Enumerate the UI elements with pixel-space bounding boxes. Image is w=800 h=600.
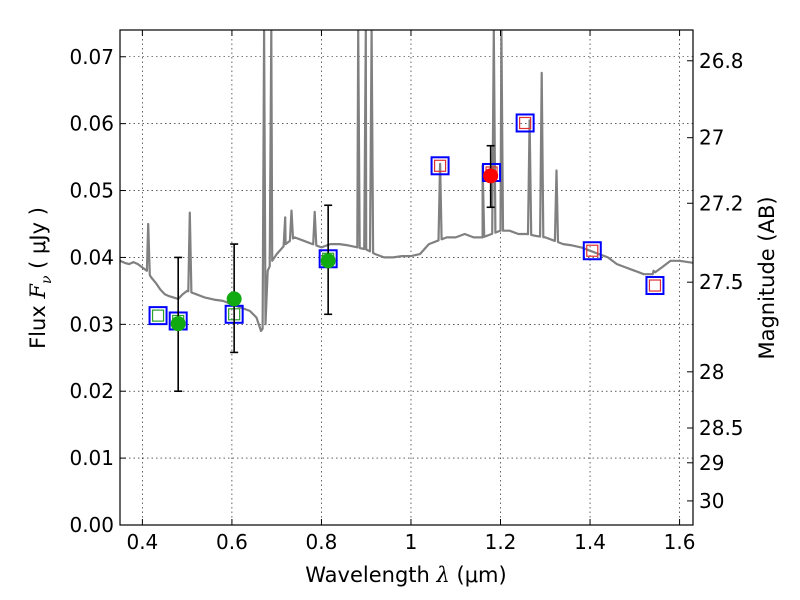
- data-point: [170, 316, 186, 332]
- model-square-inner: [519, 116, 532, 130]
- y2-tick-label: 26.8: [699, 49, 744, 73]
- y2-tick-label: 28.5: [699, 416, 744, 440]
- y2-tick-label: 27.5: [699, 270, 744, 294]
- x-tick-label: 1: [405, 530, 418, 554]
- data-point: [320, 253, 336, 269]
- x-tick-label: 0.4: [126, 530, 158, 554]
- model-square-marker: [515, 113, 535, 133]
- grid: [120, 30, 693, 526]
- model-square-inner: [586, 244, 599, 257]
- y-tick-label: 0.06: [69, 112, 114, 136]
- markers-group: [148, 113, 665, 393]
- y2-tick-label: 28: [699, 360, 724, 384]
- model-square-marker: [148, 306, 168, 326]
- y-tick-label: 0.02: [69, 379, 114, 403]
- x-tick-label: 1.2: [485, 530, 517, 554]
- plot-frame: [119, 29, 694, 526]
- y2-tick-label: 27.2: [699, 191, 744, 215]
- y-tick-label: 0.00: [69, 513, 114, 537]
- data-point: [226, 291, 242, 307]
- y2-tick-label: 27: [699, 126, 724, 150]
- model-square-marker: [645, 276, 665, 296]
- x-tick-label: 1.6: [664, 530, 696, 554]
- model-square-marker: [582, 241, 602, 261]
- y-tick-label: 0.07: [69, 45, 114, 69]
- ticks-group: 0.4 0.6 0.8 1 1.2 1.4 1.6 0.00 0.01 0.02 0.03 0.04 0…: [69, 30, 744, 554]
- y2-axis-label: Magnitude (AB): [755, 196, 779, 359]
- y-tick-label: 0.04: [69, 245, 114, 269]
- y2-tick-label: 30: [699, 489, 724, 513]
- model-square-marker: [430, 156, 450, 176]
- x-tick-label: 0.6: [216, 530, 248, 554]
- model-square-inner: [648, 279, 662, 292]
- x-tick-label: 0.8: [306, 530, 338, 554]
- x-axis-label: Wavelength λ (μm): [305, 563, 506, 587]
- y-tick-label: 0.01: [69, 446, 114, 470]
- data-point: [483, 168, 499, 184]
- y2-tick-label: 29: [699, 451, 724, 475]
- y-axis-label: Flux Fν ( μJy ): [26, 207, 55, 349]
- spectrum-group: [120, 30, 693, 333]
- spectrum-line: [120, 30, 693, 333]
- y-tick-label: 0.03: [69, 312, 114, 336]
- y-tick-label: 0.05: [69, 179, 114, 203]
- model-square-inner: [433, 159, 447, 172]
- x-tick-label: 1.4: [574, 530, 606, 554]
- model-square-inner: [151, 309, 165, 322]
